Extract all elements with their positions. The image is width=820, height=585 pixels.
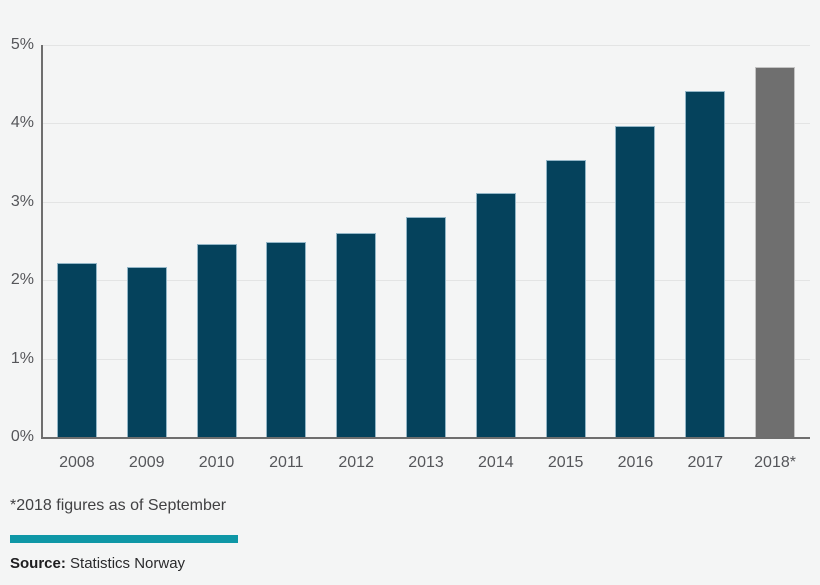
bar-2013 xyxy=(406,217,446,437)
x-tick-label-2009: 2009 xyxy=(128,454,165,471)
y-tick-label-0%: 0% xyxy=(10,428,34,445)
gridline-4% xyxy=(42,123,810,125)
y-tick-label-5%: 5% xyxy=(10,36,34,53)
bar-2010 xyxy=(196,244,237,437)
y-tick-label-3%: 3% xyxy=(10,192,34,210)
bar-2011 xyxy=(266,241,307,437)
bar-2016 xyxy=(615,125,656,437)
x-tick-label-2018: 2018* xyxy=(754,454,796,471)
source-text: Statistics Norway xyxy=(65,555,186,572)
y-tick-label-4%: 4% xyxy=(10,114,34,132)
x-tick-label-2014: 2014 xyxy=(478,454,514,471)
gridline-3% xyxy=(42,201,810,203)
x-tick-label-2010: 2010 xyxy=(198,454,235,471)
x-tick-label-2008: 2008 xyxy=(59,454,95,471)
plot-area xyxy=(42,45,810,437)
x-tick-label-2016: 2016 xyxy=(617,454,654,471)
x-tick-label-2013: 2013 xyxy=(408,454,444,471)
bar-2009 xyxy=(126,266,167,437)
x-axis-line xyxy=(41,437,810,439)
source-label: Source: xyxy=(10,555,66,572)
x-tick-label-2017: 2017 xyxy=(687,454,724,471)
gridline-5% xyxy=(42,45,810,46)
y-tick-label-1%: 1% xyxy=(10,349,34,367)
x-tick-label-2015: 2015 xyxy=(547,454,584,471)
bar-2015 xyxy=(545,160,586,437)
x-tick-label-2011: 2011 xyxy=(269,454,304,471)
bar-2017 xyxy=(685,91,726,437)
source-line: Source: Statistics Norway xyxy=(10,555,185,572)
divider-rule xyxy=(10,535,238,543)
x-tick-label-2012: 2012 xyxy=(338,454,374,471)
y-axis-line xyxy=(41,45,43,437)
bar-2012 xyxy=(336,233,377,437)
bar-2008 xyxy=(56,262,97,437)
bar-2014 xyxy=(475,193,516,437)
y-tick-label-2%: 2% xyxy=(10,271,34,289)
chart-footnote: *2018 figures as of September xyxy=(10,497,227,514)
bar-2018 xyxy=(755,66,796,437)
